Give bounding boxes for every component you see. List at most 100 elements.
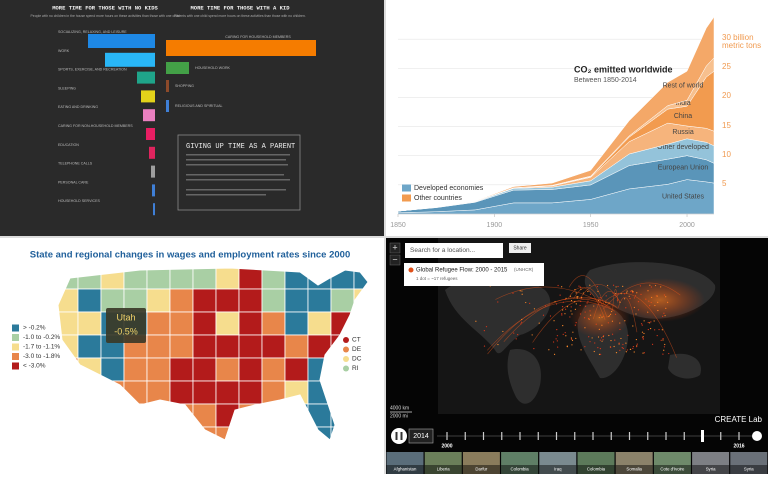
flow-dot bbox=[561, 306, 564, 308]
flow-dot bbox=[661, 329, 663, 331]
flow-dot bbox=[575, 337, 577, 340]
flow-dot bbox=[581, 296, 583, 299]
timeline-tick[interactable] bbox=[482, 432, 485, 440]
timeline-tick[interactable] bbox=[647, 432, 649, 440]
thumbnail[interactable] bbox=[539, 452, 577, 474]
timeline-tick[interactable] bbox=[628, 432, 631, 440]
state-shape bbox=[192, 334, 217, 359]
share-label[interactable]: Share bbox=[513, 245, 527, 251]
thumbnail-shade[interactable] bbox=[424, 465, 462, 474]
state-dot bbox=[343, 365, 349, 372]
thumbnail-label[interactable]: Cote d'Ivoire bbox=[660, 467, 685, 472]
thumbnail[interactable] bbox=[692, 452, 730, 474]
share-button[interactable] bbox=[509, 243, 531, 253]
wage-map: State and regional changes in wages and … bbox=[12, 250, 369, 441]
bar-label: SLEEPING bbox=[58, 86, 76, 90]
zoom-out-icon[interactable]: − bbox=[392, 254, 397, 264]
timeline-tick[interactable] bbox=[574, 432, 576, 440]
state-shape bbox=[192, 268, 217, 290]
search-box[interactable] bbox=[405, 243, 503, 258]
timeline-end[interactable] bbox=[752, 431, 762, 441]
search-placeholder[interactable]: Search for a location... bbox=[410, 247, 475, 254]
thumbnail-label[interactable]: Darfur bbox=[475, 467, 488, 472]
thumbnail[interactable] bbox=[730, 452, 768, 474]
timeline-tick[interactable] bbox=[665, 432, 667, 440]
flow-dot bbox=[556, 335, 559, 337]
bar-label: SHOPPING bbox=[175, 84, 194, 88]
flow-dot bbox=[531, 334, 533, 336]
pause-icon[interactable] bbox=[395, 432, 398, 440]
thumbnail-label[interactable]: Somalia bbox=[626, 467, 642, 472]
flow-dot bbox=[643, 352, 645, 354]
thumbnail-label[interactable]: Syria bbox=[744, 467, 754, 472]
thumbnail-label[interactable]: Iraq bbox=[554, 467, 562, 472]
state-shape bbox=[238, 357, 263, 382]
timeline-tick[interactable] bbox=[720, 432, 722, 440]
timeline-tick[interactable] bbox=[738, 432, 740, 440]
thumbnail[interactable] bbox=[424, 452, 462, 474]
zoom-in-icon[interactable]: + bbox=[392, 242, 397, 252]
timeline-tick[interactable] bbox=[446, 432, 448, 440]
timeline[interactable] bbox=[437, 430, 752, 442]
pause-icon[interactable] bbox=[400, 432, 403, 440]
thumbnail-shade[interactable] bbox=[692, 465, 730, 474]
series-label: India bbox=[675, 100, 690, 107]
timeline-handle[interactable] bbox=[701, 430, 704, 442]
thumbnail-label[interactable]: Colombia bbox=[511, 467, 530, 472]
area bbox=[397, 16, 715, 212]
timeline-tick[interactable] bbox=[683, 432, 685, 440]
play-button[interactable] bbox=[391, 428, 407, 444]
zoom-in[interactable] bbox=[389, 242, 401, 254]
thumbnail-label[interactable]: Afghanistan bbox=[394, 467, 417, 472]
bar-label: CARING FOR NON-HOUSEHOLD MEMBERS bbox=[58, 124, 133, 128]
thumbnail-label[interactable]: Syria bbox=[706, 467, 716, 472]
flow-dot bbox=[578, 285, 580, 287]
flow-dot bbox=[612, 292, 614, 294]
note-line bbox=[186, 179, 290, 181]
flow-dot bbox=[562, 301, 564, 303]
thumbnail-strip[interactable]: Afghanistan Liberia Darfur Colombia Iraq Colo… bbox=[386, 452, 768, 474]
timeline-tick[interactable] bbox=[537, 432, 539, 440]
thumbnail-shade[interactable] bbox=[386, 465, 424, 474]
thumbnail-shade[interactable] bbox=[653, 465, 691, 474]
series-label: China bbox=[674, 113, 692, 120]
timeline-tick[interactable] bbox=[464, 432, 466, 440]
thumbnail[interactable] bbox=[577, 452, 615, 474]
note-line bbox=[186, 159, 286, 161]
flow-dot bbox=[570, 338, 573, 340]
flow-dot bbox=[662, 339, 664, 341]
timeline-tick[interactable] bbox=[501, 432, 503, 440]
layer-name: Global Refugee Flow: 2000 - 2015 bbox=[416, 268, 508, 274]
state-label: CT bbox=[352, 337, 361, 344]
thumbnail-shade[interactable] bbox=[730, 465, 768, 474]
thumbnail-shade[interactable] bbox=[577, 465, 615, 474]
timeline-tick[interactable] bbox=[519, 432, 521, 440]
flow-dot bbox=[622, 347, 624, 350]
bar-label: HOUSEHOLD WORK bbox=[195, 66, 231, 70]
thumbnail[interactable] bbox=[653, 452, 691, 474]
zoom-out[interactable] bbox=[389, 254, 401, 266]
thumbnail-label[interactable]: Liberia bbox=[437, 467, 451, 472]
thumbnail-label[interactable]: Colombia bbox=[587, 467, 606, 472]
flow-dot bbox=[565, 308, 567, 310]
bar bbox=[166, 80, 169, 92]
bar-label: PERSONAL CARE bbox=[58, 180, 89, 184]
bar bbox=[137, 71, 155, 84]
thumbnail[interactable] bbox=[386, 452, 424, 474]
thumbnail[interactable] bbox=[615, 452, 653, 474]
thumbnail-shade[interactable] bbox=[615, 465, 653, 474]
layer-source: (UNHCR) bbox=[514, 267, 534, 272]
flow-dot bbox=[559, 294, 561, 296]
flow-dot bbox=[589, 293, 591, 295]
thumbnail[interactable] bbox=[501, 452, 539, 474]
state-shape bbox=[307, 288, 332, 313]
timeline-tick[interactable] bbox=[555, 432, 558, 440]
thumbnail[interactable] bbox=[462, 452, 500, 474]
legend-label: Other countries bbox=[414, 195, 462, 202]
timeline-tick[interactable] bbox=[610, 432, 612, 440]
us-outline bbox=[57, 267, 369, 441]
thumbnail-shade[interactable] bbox=[462, 465, 500, 474]
timeline-tick[interactable] bbox=[592, 432, 594, 440]
thumbnail-shade[interactable] bbox=[501, 465, 539, 474]
thumbnail-shade[interactable] bbox=[539, 465, 577, 474]
